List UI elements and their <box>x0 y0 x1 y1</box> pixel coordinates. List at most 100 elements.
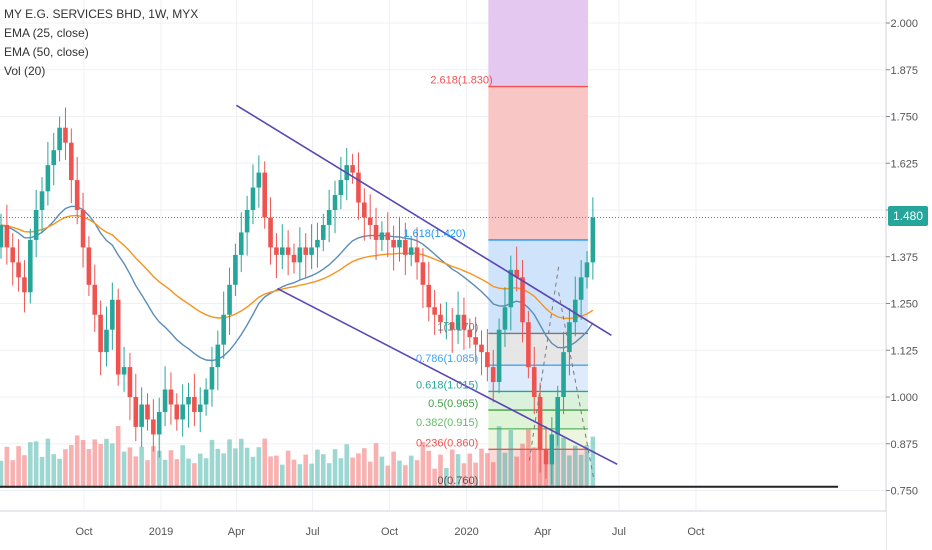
volume-bar <box>221 453 226 488</box>
candle-body <box>28 239 33 293</box>
volume-bar <box>531 447 537 488</box>
candle-body <box>531 367 537 397</box>
legend-ema50: EMA (50, close) <box>4 45 89 59</box>
ema50-line <box>0 214 594 320</box>
volume-bar <box>555 433 560 488</box>
volume-bar <box>233 448 238 488</box>
volume-bar <box>127 447 133 488</box>
descending-channel[interactable] <box>235 104 618 466</box>
candle-body <box>86 247 92 285</box>
volume-bar <box>455 454 461 488</box>
price-tick-label: 1.375 <box>890 252 918 264</box>
volume-bar <box>98 444 103 488</box>
candle-body <box>461 314 467 330</box>
volume-bar <box>315 449 320 488</box>
fib-labels: 0(0.760) 0.236(0.860) 0.382(0.915) 0.5(0.96… <box>403 75 492 487</box>
price-axis-bg <box>886 0 932 550</box>
volume-bar <box>244 447 250 488</box>
volume-bar <box>467 453 473 488</box>
volume-bar <box>461 463 467 488</box>
candle-body <box>496 329 502 383</box>
volume-bar <box>373 443 379 488</box>
volume-bar <box>344 444 350 488</box>
volume-bar <box>291 459 297 488</box>
candle-body <box>590 217 596 263</box>
volume-bar <box>303 454 309 488</box>
candle-body <box>420 262 426 285</box>
volume-bar <box>332 449 338 488</box>
volume-bar <box>309 463 314 488</box>
candle-body <box>168 389 174 405</box>
volume-bar <box>403 465 408 488</box>
volume-bar <box>350 457 355 488</box>
candle-body <box>438 314 443 323</box>
candle-body <box>362 202 367 218</box>
candle-body <box>74 180 80 210</box>
candle-body <box>572 299 578 323</box>
candle-body <box>490 367 496 383</box>
candle-body <box>57 127 62 151</box>
volume-bar <box>338 458 344 488</box>
candle-body <box>426 284 432 308</box>
candle-body <box>502 307 508 330</box>
legend-volume: Vol (20) <box>4 64 46 78</box>
candle-body <box>432 307 437 315</box>
fib-label: 1(1.170) <box>437 321 478 333</box>
volume-bar <box>262 438 267 488</box>
price-tick-label: 1.000 <box>890 392 918 404</box>
volume-bar <box>444 468 449 488</box>
volume-bar <box>379 456 385 488</box>
candle-body <box>455 314 461 330</box>
candle-body <box>33 210 39 240</box>
volume-bar <box>22 455 27 488</box>
candle-body <box>279 247 285 255</box>
volume-bar <box>479 448 484 488</box>
candle-body <box>332 195 338 210</box>
time-tick-label: Apr <box>534 526 551 538</box>
volume-bar <box>10 460 16 488</box>
candle-body <box>467 329 473 338</box>
fib-label: 0.618(1.015) <box>416 379 478 391</box>
volume-bar <box>110 443 115 488</box>
candlesticks[interactable] <box>0 107 596 485</box>
volume-bar <box>133 456 139 488</box>
volume-bar <box>420 441 426 488</box>
price-tick-label: 1.250 <box>890 299 918 311</box>
candle-body <box>584 262 590 278</box>
volume-bar <box>0 460 4 488</box>
volume-bar <box>145 460 150 488</box>
price-tick-label: 0.875 <box>890 439 918 451</box>
volume-bar <box>367 461 373 488</box>
volume-bar <box>285 450 291 488</box>
volume-bar <box>4 446 10 488</box>
time-axis[interactable]: Oct 2019 Apr Jul Oct 2020 Apr Jul Oct <box>0 510 886 550</box>
candle-body <box>221 314 226 345</box>
candle-body <box>309 247 314 255</box>
price-tick-label: 1.125 <box>890 345 918 357</box>
last-price-badge: 1.480 <box>888 206 928 226</box>
volume-bar <box>115 426 121 488</box>
fib-zone-ext <box>488 86 588 240</box>
volume-bar <box>561 437 566 488</box>
volume-bar <box>192 463 197 488</box>
candle-body <box>555 397 560 435</box>
volume-bar <box>397 460 402 488</box>
candle-body <box>192 397 197 412</box>
candle-body <box>274 247 279 255</box>
volume-bar <box>86 449 92 488</box>
candle-body <box>215 344 221 368</box>
volume-bar <box>449 449 455 488</box>
candle-body <box>69 142 74 181</box>
volume-bar <box>51 454 57 488</box>
volume-bar <box>156 450 162 488</box>
volume-bar <box>356 453 361 488</box>
candle-body <box>549 434 555 465</box>
ema-lines <box>0 205 594 362</box>
candle-body <box>514 269 519 278</box>
candle-body <box>485 352 490 368</box>
volume-bar <box>590 436 596 488</box>
candle-body <box>526 322 531 368</box>
volume-bar <box>490 462 496 488</box>
